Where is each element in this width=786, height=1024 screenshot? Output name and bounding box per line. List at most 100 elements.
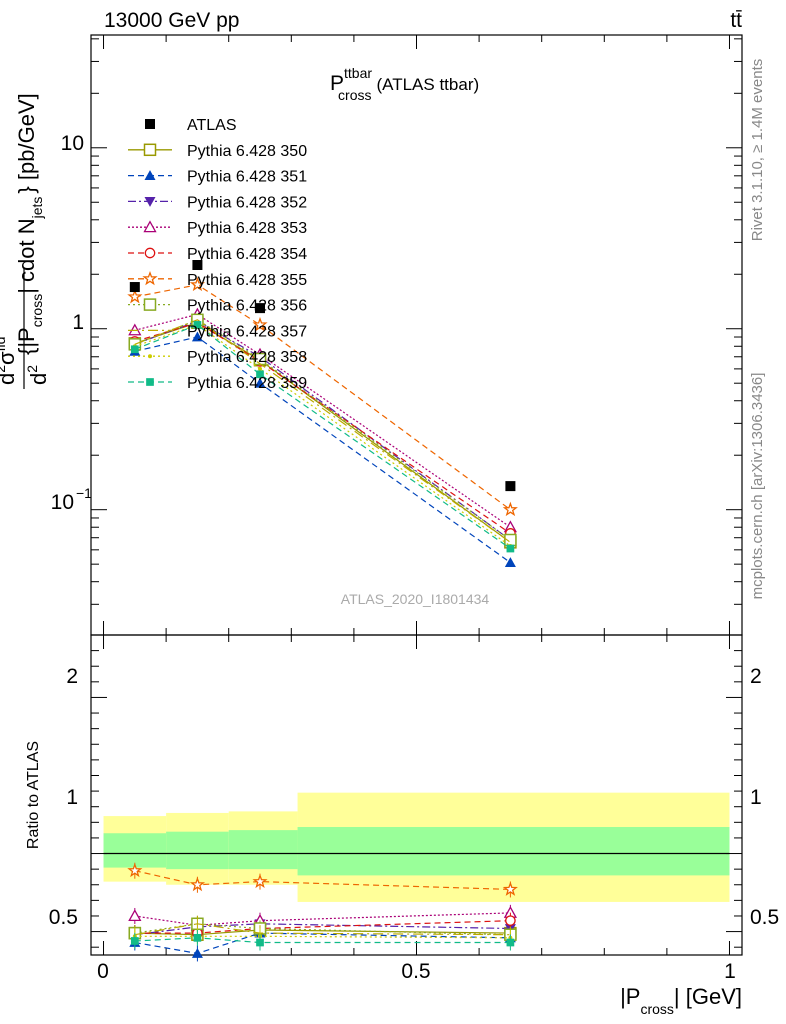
- legend-marker: [145, 119, 155, 129]
- ratio-line: [134, 870, 511, 890]
- legend-label: Pythia 6.428 352: [187, 194, 307, 211]
- legend-marker: [148, 354, 152, 359]
- ratio-point: [128, 909, 142, 922]
- ratio-y-label: Ratio to ATLAS: [25, 741, 42, 849]
- series-point: [191, 331, 203, 342]
- axis-ticks: [91, 35, 742, 955]
- legend-marker: [143, 143, 157, 157]
- legend-item: Pythia 6.428 356: [128, 298, 307, 315]
- xtick-0.5: 0.5: [401, 960, 430, 983]
- ratio-point: [191, 947, 203, 958]
- ytick-ratio-0.5-right: 0.5: [750, 906, 779, 929]
- legend-label: ATLAS: [187, 117, 237, 134]
- ytick-ratio-0.5-left: 0.5: [49, 906, 78, 929]
- legend-label: Pythia 6.428 353: [187, 220, 307, 237]
- legend-label: Pythia 6.428 358: [187, 349, 307, 366]
- ratio-point: [189, 876, 206, 892]
- data-point: [505, 481, 516, 492]
- mcplots-label: mcplots.cern.ch [arXiv:1306.3436]: [749, 373, 766, 600]
- xtick-0: 0: [97, 960, 109, 983]
- ratio-point: [256, 938, 264, 947]
- svg-text:d2: d2: [24, 365, 51, 385]
- header-right: tt̄: [730, 9, 742, 32]
- plot-title: Pttbar cross(ATLAS ttbar): [330, 65, 479, 103]
- ratio-point: [502, 881, 518, 896]
- ytick-ratio-1-right: 1: [750, 786, 762, 809]
- analysis-watermark: ATLAS_2020_I1801434: [341, 591, 490, 607]
- rivet-label: Rivet 3.1.10, ≥ 1.4M events: [749, 59, 766, 242]
- svg-text:{|Pcross| cdot Njets} [pb/GeV]: {|Pcross| cdot Njets} [pb/GeV]: [14, 93, 45, 355]
- legend-item: Pythia 6.428 353: [128, 220, 307, 237]
- ratio-line: [134, 912, 511, 926]
- series-point: [252, 316, 268, 332]
- legend-marker: [144, 170, 156, 180]
- ratio-bands: [103, 792, 730, 902]
- series-line: [134, 284, 511, 511]
- y-axis-fraction: d2σfid d2: [0, 269, 51, 389]
- legend-item: Pythia 6.428 351: [128, 169, 307, 186]
- legend-label: Pythia 6.428 351: [187, 169, 307, 186]
- ytick-main-0.1: 10: [51, 491, 74, 514]
- series-point: [127, 288, 143, 304]
- band-inner: [166, 831, 229, 870]
- xtick-1: 1: [724, 960, 736, 983]
- ratio-line: [134, 923, 511, 936]
- ratio-series: [127, 862, 518, 962]
- series-point: [502, 501, 518, 517]
- y-axis-label: {|Pcross| cdot Njets} [pb/GeV]: [14, 93, 45, 355]
- series-point: [193, 321, 202, 329]
- series-point: [504, 557, 516, 568]
- main-series: [127, 260, 518, 568]
- series-point: [506, 544, 515, 553]
- legend-label: Pythia 6.428 359: [187, 375, 307, 392]
- legend-marker: [142, 270, 158, 286]
- band-inner: [297, 827, 730, 876]
- series-line: [134, 319, 511, 541]
- ratio-point: [505, 915, 516, 926]
- legend-item: Pythia 6.428 355: [128, 270, 307, 289]
- legend-marker: [146, 378, 154, 386]
- legend: ATLAS Pythia 6.428 350 Pythia 6.428 351 Pyt…: [128, 117, 307, 392]
- band-inner: [228, 830, 298, 870]
- legend-label: Pythia 6.428 357: [187, 323, 307, 340]
- ytick-ratio-1-left: 1: [66, 786, 78, 809]
- legend-label: Pythia 6.428 355: [187, 272, 307, 289]
- ratio-line: [134, 923, 511, 936]
- series-point: [258, 366, 263, 371]
- ratio-line: [134, 920, 511, 934]
- legend-item: Pythia 6.428 352: [128, 194, 307, 211]
- ratio-point: [193, 933, 202, 942]
- data-point: [129, 282, 140, 293]
- ytick-main-0.1-exp: −1: [76, 485, 92, 501]
- legend-label: Pythia 6.428 356: [187, 298, 307, 315]
- x-axis-label: |Pcross| [GeV]: [620, 984, 742, 1017]
- band-inner: [103, 833, 167, 868]
- legend-item: Pythia 6.428 357: [128, 323, 307, 340]
- ytick-main-10: 10: [61, 132, 84, 155]
- series-line: [134, 319, 511, 543]
- series-point: [254, 377, 266, 388]
- series-line: [134, 324, 511, 549]
- data-point: [192, 260, 203, 271]
- series-point: [256, 370, 264, 379]
- ratio-point: [130, 937, 139, 945]
- ratio-point: [252, 873, 268, 889]
- data-point: [255, 303, 266, 314]
- legend-marker: [144, 197, 156, 207]
- legend-label: Pythia 6.428 350: [187, 143, 307, 160]
- legend-item: Pythia 6.428 358: [128, 349, 307, 366]
- legend-label: Pythia 6.428 354: [187, 246, 307, 263]
- ytick-ratio-2-left: 2: [66, 665, 78, 688]
- legend-marker: [143, 220, 157, 233]
- svg-text:d2σfid: d2σfid: [0, 337, 19, 385]
- series-point: [189, 276, 206, 292]
- ratio-line: [134, 937, 511, 944]
- ratio-point: [127, 862, 143, 878]
- series-line: [134, 324, 511, 547]
- legend-item: Pythia 6.428 354: [128, 246, 307, 263]
- legend-item: Pythia 6.428 359: [128, 375, 307, 392]
- legend-marker: [144, 247, 156, 259]
- ratio-point: [506, 938, 515, 947]
- ratio-line: [134, 932, 511, 955]
